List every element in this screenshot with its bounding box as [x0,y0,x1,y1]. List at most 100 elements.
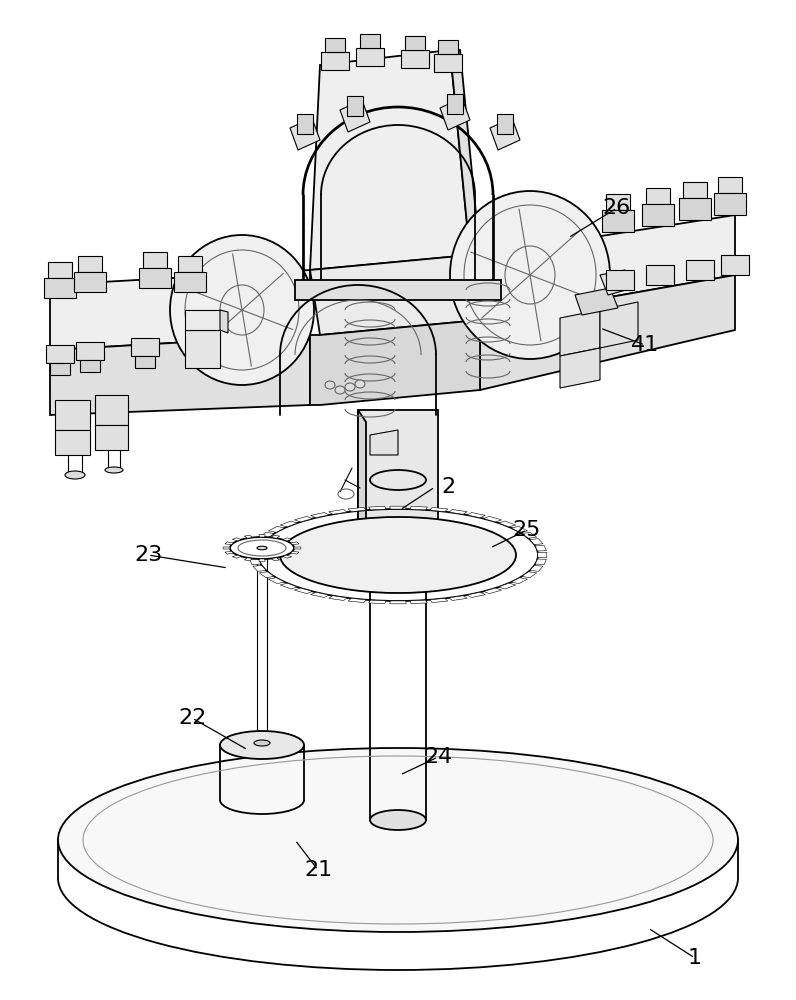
Polygon shape [602,210,634,232]
Ellipse shape [257,546,267,550]
Polygon shape [280,521,298,527]
Polygon shape [232,538,241,541]
Polygon shape [410,600,427,604]
Polygon shape [268,526,284,532]
Polygon shape [430,507,448,512]
Polygon shape [356,48,384,66]
Text: 2: 2 [441,477,455,497]
Ellipse shape [254,740,270,746]
Polygon shape [683,182,707,198]
Polygon shape [244,535,252,538]
Polygon shape [135,356,155,368]
Polygon shape [686,260,714,280]
Polygon shape [131,338,159,356]
Polygon shape [295,280,501,300]
Polygon shape [718,177,742,193]
Ellipse shape [105,467,123,473]
Polygon shape [185,310,220,330]
Polygon shape [498,583,516,589]
Polygon shape [310,592,329,598]
Polygon shape [490,118,520,150]
Polygon shape [249,552,258,558]
Polygon shape [390,506,406,509]
Polygon shape [259,572,274,578]
Text: 23: 23 [134,545,162,565]
Polygon shape [447,94,463,114]
Polygon shape [48,262,72,278]
Polygon shape [642,204,674,226]
Polygon shape [74,272,106,292]
Polygon shape [340,100,370,132]
Polygon shape [560,310,600,356]
Text: 1: 1 [688,948,702,968]
Polygon shape [280,583,298,589]
Polygon shape [259,559,265,561]
Polygon shape [646,265,674,285]
Polygon shape [600,270,633,295]
Polygon shape [253,539,266,544]
Polygon shape [139,268,171,288]
Polygon shape [294,547,301,549]
Polygon shape [449,509,467,514]
Polygon shape [143,252,167,268]
Polygon shape [467,592,486,598]
Text: 41: 41 [631,335,659,355]
Polygon shape [185,330,220,368]
Polygon shape [535,545,546,551]
Ellipse shape [280,517,516,593]
Polygon shape [95,425,128,450]
Polygon shape [522,572,537,578]
Polygon shape [310,320,480,405]
Polygon shape [310,255,480,335]
Polygon shape [272,558,279,561]
Polygon shape [291,542,299,545]
Ellipse shape [65,471,85,479]
Polygon shape [530,539,543,544]
Polygon shape [358,410,366,567]
Ellipse shape [355,380,365,388]
Ellipse shape [370,810,426,830]
Polygon shape [46,345,74,363]
Polygon shape [714,193,746,215]
Polygon shape [283,538,291,541]
Polygon shape [530,566,543,571]
Polygon shape [259,535,265,537]
Polygon shape [679,198,711,220]
Polygon shape [259,532,274,538]
Polygon shape [223,547,230,549]
Polygon shape [348,507,366,512]
Polygon shape [325,38,345,52]
Polygon shape [560,348,600,388]
Polygon shape [329,596,347,601]
Polygon shape [450,50,480,255]
Polygon shape [484,516,501,522]
Polygon shape [250,559,261,565]
Polygon shape [55,430,90,455]
Polygon shape [253,566,266,571]
Ellipse shape [335,386,345,394]
Polygon shape [44,278,76,298]
Polygon shape [497,114,513,134]
Ellipse shape [170,235,314,385]
Polygon shape [358,410,438,555]
Ellipse shape [450,191,610,359]
Polygon shape [55,400,90,430]
Polygon shape [575,288,618,315]
Polygon shape [401,50,429,68]
Ellipse shape [345,383,355,391]
Polygon shape [283,555,291,558]
Polygon shape [244,558,252,561]
Polygon shape [512,578,528,584]
Polygon shape [268,578,284,584]
Polygon shape [522,532,537,538]
Polygon shape [174,272,206,292]
Polygon shape [232,555,241,558]
Polygon shape [80,360,100,372]
Polygon shape [76,342,104,360]
Polygon shape [50,363,70,375]
Polygon shape [360,34,380,48]
Polygon shape [370,430,398,455]
Polygon shape [538,552,547,558]
Polygon shape [295,588,312,594]
Polygon shape [430,598,448,603]
